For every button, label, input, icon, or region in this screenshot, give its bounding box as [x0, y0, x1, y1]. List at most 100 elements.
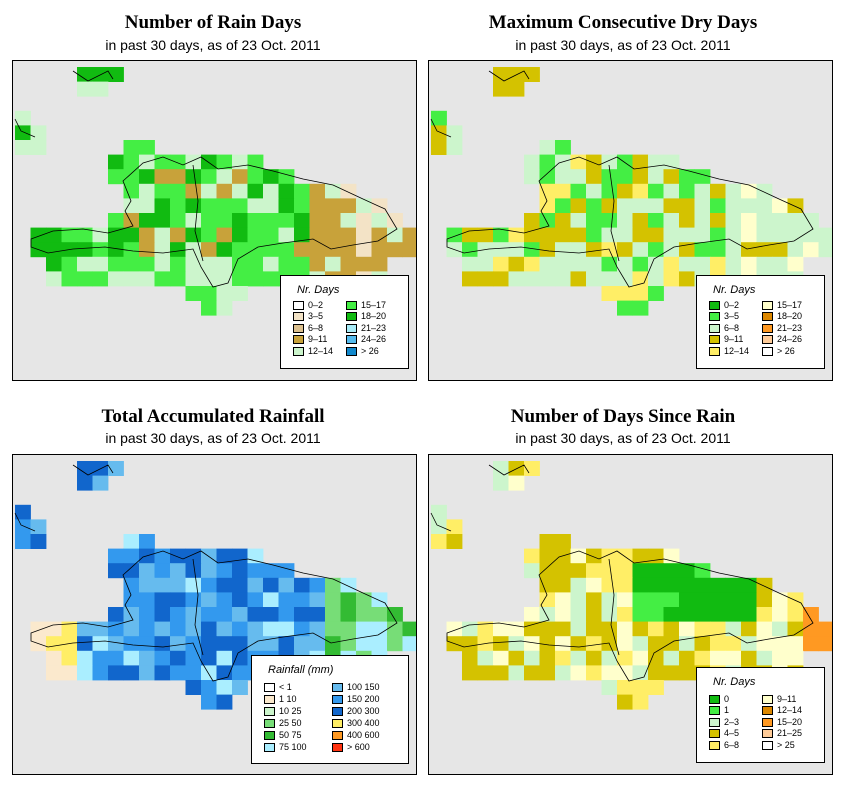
grid-cell	[477, 256, 494, 272]
legend-item: 12–14	[293, 346, 333, 356]
coastline-outline	[430, 70, 814, 288]
grid-cell	[493, 650, 509, 666]
grid-cell	[539, 242, 556, 258]
grid-cell	[232, 271, 248, 287]
map-total-rainfall: Rainfall (mm) < 1 1 10 10 25 25 50 50 75…	[12, 454, 417, 775]
grid-cell	[586, 548, 602, 564]
grid-cell	[663, 563, 680, 579]
legend-swatch	[762, 323, 773, 333]
grid-cell	[555, 213, 571, 228]
grid-cell	[617, 650, 633, 666]
grid-cell	[232, 577, 248, 593]
coastline-outline	[14, 464, 398, 682]
grid-cell	[294, 213, 310, 228]
grid-cell	[586, 271, 602, 287]
legend-item: 10 25	[264, 706, 302, 716]
grid-cell	[694, 650, 711, 666]
grid-cell	[462, 256, 478, 272]
grid-cell	[570, 271, 587, 287]
grid-cell	[325, 198, 341, 214]
grid-cell	[772, 256, 788, 272]
grid-cell	[123, 548, 140, 564]
grid-cell	[201, 198, 217, 214]
legend-item: 400 600	[332, 730, 380, 740]
grid-cell	[263, 256, 279, 272]
grid-cell	[325, 636, 341, 652]
grid-cell	[108, 67, 124, 82]
map-rain-days: Nr. Days 0–2 3–5 6–8 9–11 12–14 15–17 18…	[12, 60, 417, 381]
legend-swatch	[762, 717, 773, 727]
grid-cell	[493, 636, 509, 652]
grid-cell	[617, 694, 633, 710]
grid-cell	[601, 592, 618, 608]
grid-cell	[632, 154, 649, 170]
grid-cell	[263, 592, 279, 608]
legend-swatch	[762, 334, 773, 344]
grid-cell	[170, 548, 186, 564]
grid-cell	[108, 213, 124, 228]
grid-cell	[77, 621, 93, 637]
grid-cell	[356, 607, 372, 622]
grid-cell	[232, 548, 248, 564]
grid-cell	[648, 227, 664, 243]
grid-cell	[123, 534, 140, 549]
grid-cell	[477, 271, 494, 287]
grid-cell	[539, 665, 556, 681]
grid-cell	[201, 592, 217, 608]
grid-cell	[663, 607, 680, 622]
grid-cell	[340, 213, 357, 228]
coastline-outline	[430, 464, 814, 682]
grid-cell	[570, 563, 587, 579]
grid-cell	[601, 665, 618, 681]
grid-cell	[201, 154, 217, 170]
grid-cell	[539, 621, 556, 637]
legend-swatch	[762, 694, 773, 704]
grid-cell	[772, 198, 788, 214]
grid-cell	[201, 694, 217, 710]
grid-cell	[756, 256, 773, 272]
panel-title: Number of Rain Days	[124, 12, 302, 33]
grid-cell	[263, 169, 279, 185]
grid-cell	[446, 519, 463, 535]
grid-cell	[139, 665, 155, 681]
grid-cell	[679, 577, 695, 593]
grid-cell	[710, 621, 726, 637]
grid-cell	[617, 680, 633, 695]
grid-cell	[524, 563, 540, 579]
grid-cell	[570, 213, 587, 228]
legend-item: > 26	[346, 346, 379, 356]
grid-cell	[710, 592, 726, 608]
grid-cell	[632, 227, 649, 243]
grid-cell	[756, 213, 773, 228]
legend-item: 2–3	[709, 717, 739, 727]
grid-cell	[325, 607, 341, 622]
grid-cell	[30, 621, 47, 637]
grid-cell	[663, 548, 680, 564]
grid-cell	[570, 577, 587, 593]
legend-item: < 1	[264, 682, 292, 692]
grid-cell	[247, 563, 264, 579]
grid-cell	[632, 694, 649, 710]
grid-cell	[170, 636, 186, 652]
grid-cell	[325, 242, 341, 258]
grid-cell	[154, 665, 171, 681]
grid-cell	[741, 592, 757, 608]
panel-rain-days: Number of Rain Days in past 30 days, as …	[0, 0, 428, 390]
grid-cell	[710, 607, 726, 622]
grid-cell	[679, 665, 695, 681]
grid-cell	[818, 636, 832, 652]
grid-cell	[294, 256, 310, 272]
grid-cell	[663, 592, 680, 608]
grid-cell	[232, 227, 248, 243]
grid-cell	[431, 519, 447, 535]
legend-item: 24–26	[762, 334, 802, 344]
grid-cell	[803, 242, 819, 258]
legend-item: 1	[709, 705, 729, 715]
grid-cell	[694, 198, 711, 214]
grid-cell	[309, 227, 326, 243]
grid-cell	[139, 140, 155, 155]
grid-cell	[356, 242, 372, 258]
grid-cell	[446, 621, 463, 637]
grid-cell	[170, 183, 186, 199]
grid-cell	[632, 607, 649, 622]
